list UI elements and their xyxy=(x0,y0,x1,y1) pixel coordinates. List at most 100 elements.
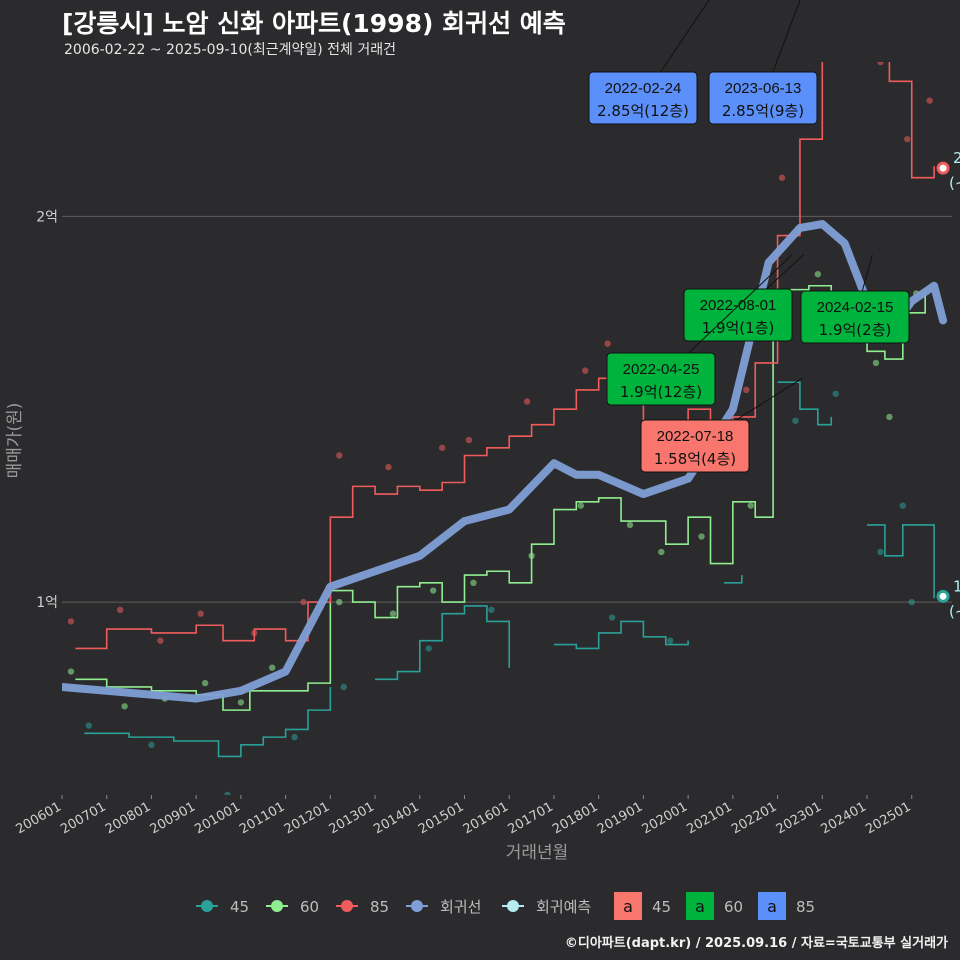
annotation-date: 2023-06-13 xyxy=(725,80,802,97)
legend-label-glyph: a xyxy=(623,897,633,916)
scatter-point-45 xyxy=(832,390,839,397)
legend-swatch-dot xyxy=(201,900,213,912)
scatter-point-45 xyxy=(608,614,616,621)
scatter-point-45 xyxy=(85,722,93,729)
legend-swatch-dot xyxy=(411,900,423,912)
annotation-leader xyxy=(642,0,710,99)
x-tick-label: 201101 xyxy=(237,799,287,837)
annotation-date: 2022-04-25 xyxy=(623,361,700,378)
annotation-leader xyxy=(762,0,801,99)
legend-swatch-dot xyxy=(341,900,353,912)
legend-swatch-dot xyxy=(271,900,283,912)
legend-item: 회귀예측 xyxy=(502,898,591,916)
scatter-point-85 xyxy=(385,463,392,471)
scatter-point-60 xyxy=(430,587,437,594)
annotation-label: 2022-08-011.9억(1층) xyxy=(683,254,804,342)
chart-title: [강릉시] 노암 신화 아파트(1998) 회귀선 예측 xyxy=(62,9,566,38)
x-tick-label: 200701 xyxy=(58,799,108,837)
scatter-point-45 xyxy=(792,417,799,424)
annotation-box xyxy=(606,352,716,406)
series-line-60 xyxy=(75,284,926,711)
scatter-point-85 xyxy=(743,386,750,394)
scatter-point-45 xyxy=(425,645,432,652)
scatter-point-45 xyxy=(488,606,495,614)
legend-label: 45 xyxy=(652,898,671,916)
scatter-point-85 xyxy=(926,97,933,104)
x-tick-label: 202001 xyxy=(640,799,690,837)
legend-label-swatch xyxy=(614,892,642,920)
legend-label: 회귀예측 xyxy=(536,898,591,916)
annotation-box xyxy=(588,71,698,125)
legend-label: 85 xyxy=(370,898,389,916)
annotation-label: 2022-07-18 1.58억(4층) xyxy=(640,377,803,473)
series-line-45 xyxy=(84,381,935,758)
scatter-point-60 xyxy=(814,270,822,278)
legend-label-item: a 45 xyxy=(614,892,671,920)
annotation-date: 2022-02-24 xyxy=(605,80,682,97)
annotation-box xyxy=(800,290,910,344)
legend-item: 45 xyxy=(196,898,249,916)
scatter-point-85 xyxy=(438,444,446,451)
annotation-value: 1.9억(12층) xyxy=(620,383,702,401)
annotation-label: 2022-04-25 1.9억(12층) xyxy=(606,254,793,406)
scatter-point-85 xyxy=(778,174,786,181)
annotation-box xyxy=(640,419,750,473)
y-tick-label: 2억 xyxy=(36,209,58,225)
scatter-point-60 xyxy=(389,610,397,617)
forecast-value: 21,250 xyxy=(953,149,960,167)
scatter-point-60 xyxy=(269,664,276,671)
scatter-point-85 xyxy=(465,436,473,444)
x-tick-label: 201301 xyxy=(327,799,377,837)
forecast-point xyxy=(936,589,950,603)
x-tick-label: 201901 xyxy=(595,799,645,837)
scatter-point-45 xyxy=(224,791,231,795)
scatter-point-85 xyxy=(523,398,531,405)
scatter-point-85 xyxy=(157,637,164,644)
forecast-point xyxy=(936,161,950,175)
source-credit: ©디아파트(dapt.kr) / 2025.09.16 / 자료=국토교통부 실… xyxy=(564,936,948,951)
scatter-point-45 xyxy=(667,637,674,644)
annotation-value: 2.85억(9층) xyxy=(722,102,804,120)
annotation-date: 2024-02-15 xyxy=(817,299,894,316)
annotation-label: 2023-06-13 2.85억(9층) xyxy=(708,0,818,125)
annotation-box xyxy=(708,71,818,125)
legend-label-item: a 85 xyxy=(758,892,815,920)
legend-label: 60 xyxy=(724,898,743,916)
x-tick-label: 201501 xyxy=(416,799,466,837)
scatter-point-85 xyxy=(877,62,884,66)
legend-item: 60 xyxy=(266,898,319,916)
x-tick-label: 200801 xyxy=(103,799,153,837)
scatter-point-85 xyxy=(604,340,611,347)
legend-label: 45 xyxy=(230,898,249,916)
scatter-point-60 xyxy=(577,502,584,509)
x-tick-label: 201201 xyxy=(282,799,332,837)
legend-label-swatch xyxy=(686,892,714,920)
scatter-point-45 xyxy=(908,598,915,606)
annotation-value: 1.9억(2층) xyxy=(819,321,892,339)
x-tick-label: 202501 xyxy=(863,799,913,837)
chart-subtitle: 2006-02-22 ~ 2025-09-10(최근계약일) 전체 거래건 xyxy=(64,42,396,58)
series-line-85 xyxy=(75,62,935,650)
legend-label: 회귀선 xyxy=(440,898,481,916)
scatter-point-45 xyxy=(899,502,907,509)
scatter-point-85 xyxy=(336,452,343,459)
annotation-date: 2022-07-18 xyxy=(657,428,734,445)
legend-swatch-dot xyxy=(507,900,519,912)
scatter-point-45 xyxy=(291,733,298,741)
y-tick-label: 1억 xyxy=(36,595,58,611)
scatter-point-85 xyxy=(904,135,911,143)
x-tick-label: 201701 xyxy=(505,799,555,837)
y-axis-label: 매매가(원) xyxy=(5,403,25,479)
forecast-area: (~45㎡) xyxy=(949,602,960,620)
x-tick-label: 201801 xyxy=(550,799,600,837)
annotation-box xyxy=(683,288,793,342)
legend-item: 회귀선 xyxy=(406,898,481,916)
forecast-value: 10,150 xyxy=(953,577,960,595)
scatter-point-60 xyxy=(237,699,245,706)
legend-label: 85 xyxy=(796,898,815,916)
legend-label-glyph: a xyxy=(767,897,777,916)
x-tick-label: 200601 xyxy=(14,799,64,837)
scatter-point-60 xyxy=(121,703,128,710)
